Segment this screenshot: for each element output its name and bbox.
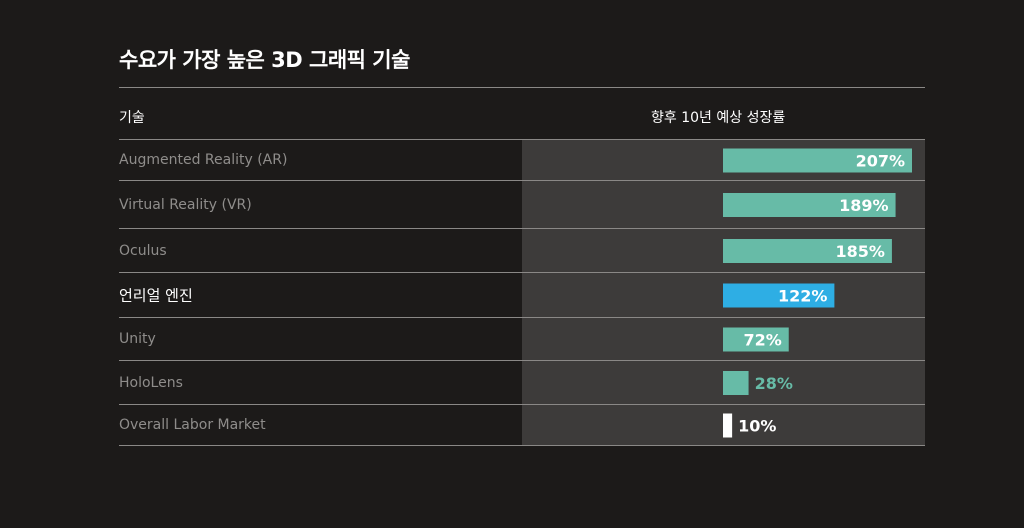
category-label: Virtual Reality (VR) [119, 196, 252, 213]
header-rule [119, 139, 925, 140]
top-rule [119, 87, 925, 88]
category-label: HoloLens [119, 374, 183, 391]
category-label: Oculus [119, 242, 167, 259]
table-row: HoloLens [119, 361, 925, 405]
category-label: Overall Labor Market [119, 417, 266, 433]
table-row: 언리얼 엔진 [119, 273, 925, 318]
column-header-technology: 기술 [119, 110, 145, 126]
category-label: Unity [119, 331, 156, 347]
chart-title: 수요가 가장 높은 3D 그래픽 기술 [119, 48, 410, 72]
table-row: Overall Labor Market [119, 405, 925, 446]
table-row: Augmented Reality (AR) [119, 140, 925, 181]
column-header-growth: 향후 10년 예상 성장률 [651, 110, 786, 126]
table-row: Unity [119, 318, 925, 361]
table-row: Oculus [119, 229, 925, 273]
category-label-highlighted: 언리얼 엔진 [119, 286, 193, 305]
table-row: Virtual Reality (VR) [119, 181, 925, 229]
category-rows: Augmented Reality (AR) Virtual Reality (… [119, 140, 925, 446]
category-label: Augmented Reality (AR) [119, 152, 288, 168]
